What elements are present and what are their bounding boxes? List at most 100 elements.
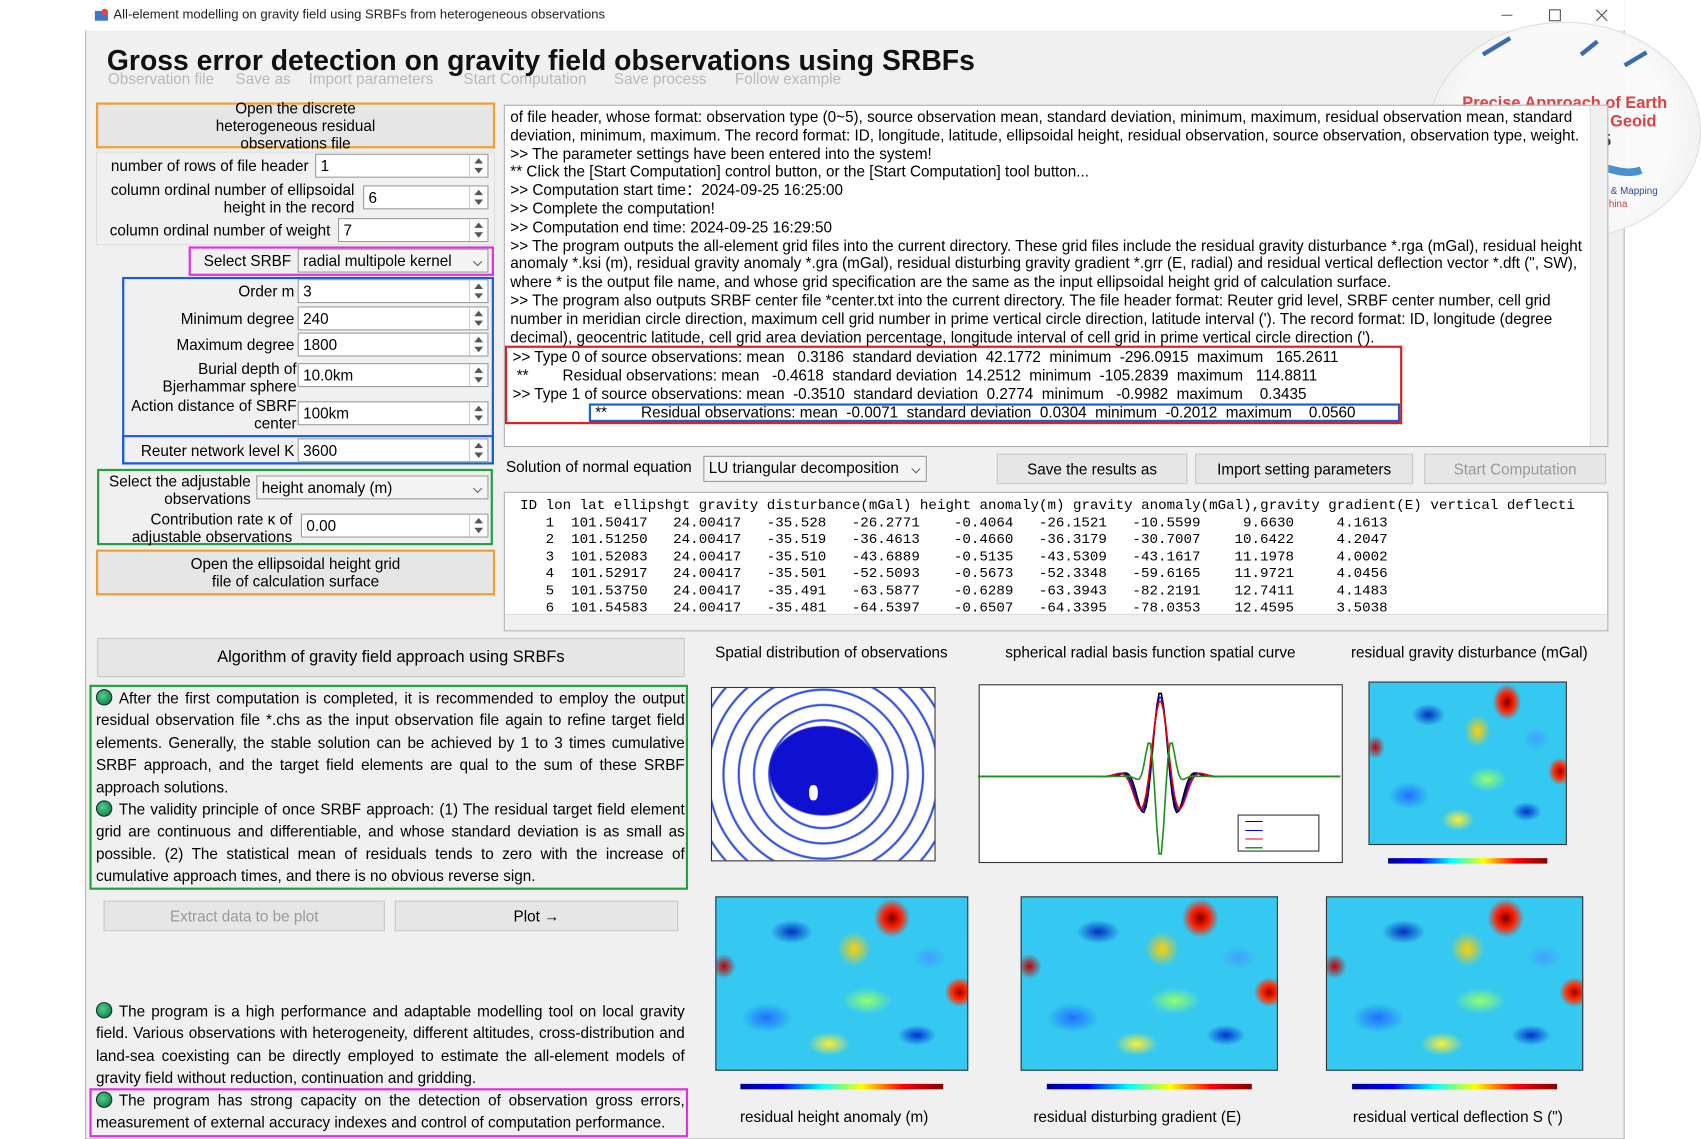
spin-arrows[interactable]: [468, 514, 488, 537]
field-label: Burial depth of Bjerhammar sphere: [162, 359, 297, 395]
table-cell: 24.00417: [673, 514, 742, 531]
table-cell: 3: [545, 548, 555, 565]
spinbox[interactable]: 3600: [297, 438, 489, 463]
open-observations-button[interactable]: Open the discrete heterogeneous residual…: [95, 99, 496, 152]
plot-title: residual height anomaly (m): [739, 1107, 929, 1126]
spin-arrows[interactable]: [468, 439, 488, 462]
plot-title: residual disturbing gradient (E): [1033, 1107, 1242, 1126]
table-cell: -36.4613: [851, 531, 920, 548]
colorbar: [740, 1083, 943, 1090]
spinbox[interactable]: 0.00: [300, 513, 489, 538]
toolbar-button[interactable]: Observation file: [107, 69, 215, 88]
window-title: All-element modelling on gravity field u…: [113, 6, 606, 22]
table-row: 6 101.54583 24.00417 -35.481 -64.5397 -0.6507…: [520, 599, 1607, 616]
toolbar-button[interactable]: Save as: [235, 69, 291, 88]
extract-button[interactable]: Extract data to be plot: [103, 900, 385, 932]
spinbox[interactable]: 1800: [297, 332, 489, 357]
table-cell: -35.481: [766, 599, 827, 616]
spin-arrows[interactable]: [468, 307, 488, 330]
colorbar: [1046, 1083, 1253, 1090]
table-cell: 24.00417: [673, 582, 742, 599]
header-settings-frame: [95, 151, 496, 246]
table-cell: -0.5135: [953, 548, 1014, 565]
spinbox[interactable]: 100km: [297, 401, 489, 426]
table-cell: -59.6165: [1132, 565, 1201, 582]
heatmap: [715, 896, 969, 1071]
table-cell: -0.6507: [953, 599, 1014, 616]
table-cell: -35.501: [766, 565, 827, 582]
spin-arrows[interactable]: [468, 364, 488, 387]
table-cell: 4.0456: [1336, 565, 1388, 582]
spin-arrows[interactable]: [468, 333, 488, 356]
table-cell: 4: [545, 565, 555, 582]
table-cell: -0.5673: [953, 565, 1014, 582]
table-cell: -43.5309: [1038, 548, 1107, 565]
spin-arrows[interactable]: [468, 280, 488, 303]
table-cell: 12.4595: [1234, 599, 1295, 616]
table-cell: -0.4064: [953, 514, 1014, 531]
log-line: >> Complete the computation!: [510, 199, 715, 217]
table-row: 3 101.52083 24.00417 -35.510 -43.6889 -0.5135…: [520, 548, 1607, 565]
algorithm-button[interactable]: Algorithm of gravity field approach usin…: [97, 637, 685, 678]
colorbar: [1351, 1083, 1558, 1090]
start-computation-button[interactable]: Start Computation: [1424, 453, 1607, 485]
toolbar-button[interactable]: Follow example: [734, 69, 841, 88]
import-settings-button[interactable]: Import setting parameters: [1195, 453, 1414, 485]
table-cell: -82.2191: [1132, 582, 1201, 599]
table-cell: -26.2771: [851, 514, 920, 531]
field-label: Reuter network level K: [140, 441, 295, 460]
field-label: Maximum degree: [176, 335, 295, 354]
toolbar-button[interactable]: Start Computation: [463, 69, 587, 88]
table-cell: 101.53750: [571, 582, 648, 599]
table-cell: -43.1617: [1132, 548, 1201, 565]
spin-arrows[interactable]: [468, 186, 488, 209]
plot-legend: [1237, 814, 1320, 852]
table-cell: 4.1483: [1336, 582, 1388, 599]
note-text: The program is a high performance and ad…: [95, 1002, 685, 1087]
spin-arrows[interactable]: [468, 154, 488, 177]
table-cell: -35.528: [766, 514, 827, 531]
spin-arrows[interactable]: [468, 219, 488, 241]
spinbox[interactable]: 240: [297, 306, 489, 331]
bullet-icon: [95, 1002, 113, 1019]
spinbox[interactable]: 7: [338, 218, 489, 243]
note-paragraph: The validity principle of once SRBF appr…: [95, 798, 685, 887]
tips-frame: [89, 684, 689, 890]
spinbox[interactable]: 10.0km: [297, 363, 489, 388]
table-cell: -10.5599: [1132, 514, 1201, 531]
note-text: The program has strong capacity on the d…: [95, 1091, 685, 1132]
table-cell: -63.3943: [1038, 582, 1107, 599]
observation-hole: [809, 785, 818, 801]
window-controls[interactable]: [1494, 4, 1614, 26]
table-cell: 3.5038: [1336, 599, 1388, 616]
field-label: Minimum degree: [180, 309, 295, 328]
table-cell: 5: [545, 582, 555, 599]
title-bar: [85, 0, 1625, 31]
spinbox[interactable]: 6: [363, 185, 489, 210]
spin-arrows[interactable]: [468, 402, 488, 425]
stats-box: >> Type 0 of source observations: mean 0…: [504, 346, 1403, 424]
table-cell: 4.0002: [1336, 548, 1388, 565]
results-table: ID lon lat ellipshgt gravity disturbance…: [503, 491, 1609, 632]
table-cell: -36.3179: [1038, 531, 1107, 548]
field-label: column ordinal number of weight: [109, 221, 331, 239]
plot-title: residual vertical deflection S ("): [1352, 1107, 1563, 1126]
field-label: Action distance of SBRF center: [131, 396, 297, 432]
table-cell: 11.1978: [1234, 548, 1295, 565]
combobox[interactable]: radial multipole kernel: [297, 248, 489, 273]
field-label: Select the adjustable observations: [109, 472, 251, 508]
open-grid-button[interactable]: Open the ellipsoidal height grid file of…: [95, 549, 496, 596]
plot-button[interactable]: Plot →: [394, 900, 679, 932]
spinbox[interactable]: 1: [315, 153, 489, 178]
combobox[interactable]: height anomaly (m): [256, 475, 489, 500]
solution-combobox[interactable]: LU triangular decomposition: [703, 455, 927, 482]
note-text: After the first computation is completed…: [95, 689, 685, 796]
log-scrollbar: [1589, 105, 1608, 446]
save-results-button[interactable]: Save the results as: [996, 453, 1188, 485]
logo-satellites: [1481, 36, 1648, 68]
table-cell: 101.50417: [571, 514, 648, 531]
stats-line: ** Residual observations: mean -0.0071 s…: [588, 403, 1401, 422]
spinbox[interactable]: 3: [297, 279, 489, 304]
toolbar-button[interactable]: Save process: [613, 69, 707, 88]
toolbar-button[interactable]: Import parameters: [308, 69, 434, 88]
